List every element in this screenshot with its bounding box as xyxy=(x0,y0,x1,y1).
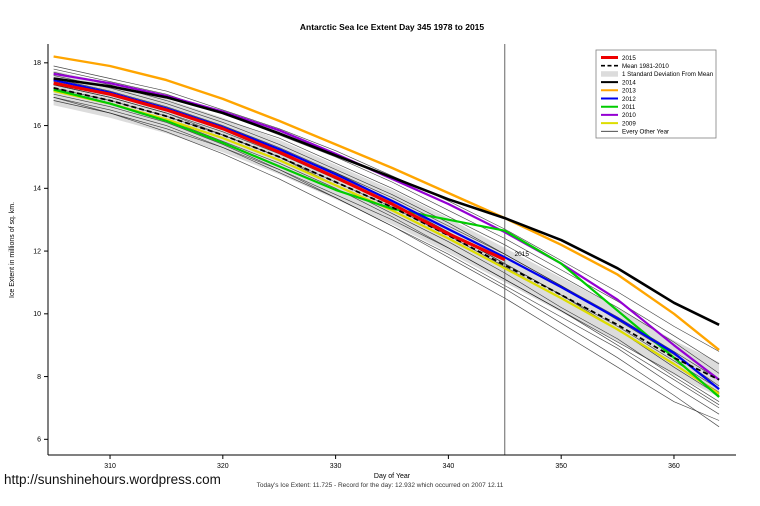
x-tick-label: 340 xyxy=(443,463,455,470)
footer-note: Today's Ice Extent: 11.725 - Record for … xyxy=(256,482,504,489)
x-axis-label: Day of Year xyxy=(374,473,411,480)
x-tick-label: 350 xyxy=(555,463,567,470)
y-tick-label: 18 xyxy=(33,60,41,67)
legend-label: 2010 xyxy=(622,112,636,119)
year-line xyxy=(53,100,720,402)
year-line xyxy=(53,96,720,415)
legend-label: 2011 xyxy=(622,104,636,111)
year-line xyxy=(53,65,720,352)
legend-label: 2015 xyxy=(622,55,636,62)
x-tick-label: 320 xyxy=(217,463,229,470)
series-2013-line xyxy=(53,55,720,351)
year-line xyxy=(53,71,720,374)
series-2009-line xyxy=(53,90,720,395)
legend-label: 2009 xyxy=(622,120,636,127)
legend-label: Every Other Year xyxy=(622,129,669,136)
y-tick-label: 16 xyxy=(33,123,41,130)
chart-title: Antarctic Sea Ice Extent Day 345 1978 to… xyxy=(300,22,485,32)
footer-link[interactable]: http://sunshinehours.wordpress.com xyxy=(4,472,221,487)
year-line xyxy=(53,93,720,428)
y-tick-label: 12 xyxy=(33,248,41,255)
series-2015-line xyxy=(53,81,506,262)
y-tick-label: 6 xyxy=(37,437,41,444)
x-tick-label: 310 xyxy=(104,463,116,470)
series-mean-1981-2010-line xyxy=(53,87,720,381)
year-line xyxy=(53,75,720,387)
y-axis-label: Ice Extent in millions of sq. km. xyxy=(9,202,16,298)
legend-band-swatch xyxy=(601,71,618,77)
year-line xyxy=(53,90,720,409)
legend-label: Mean 1981-2010 xyxy=(622,63,669,70)
series-2010-line xyxy=(53,72,720,381)
year-line xyxy=(53,68,720,365)
legend-label: 2012 xyxy=(622,96,636,103)
year-line xyxy=(53,96,720,421)
y-tick-label: 8 xyxy=(37,374,41,381)
y-tick-label: 14 xyxy=(33,186,41,193)
x-tick-label: 360 xyxy=(668,463,680,470)
y-tick-label: 10 xyxy=(33,311,41,318)
year-2015-label: 2015 xyxy=(515,251,530,258)
legend-label: 2013 xyxy=(622,88,636,95)
legend-label: 1 Standard Deviation From Mean xyxy=(622,71,714,78)
x-tick-label: 330 xyxy=(330,463,342,470)
series-2014-line xyxy=(53,77,720,326)
series-2011-line xyxy=(53,88,720,398)
legend-label: 2014 xyxy=(622,79,636,86)
